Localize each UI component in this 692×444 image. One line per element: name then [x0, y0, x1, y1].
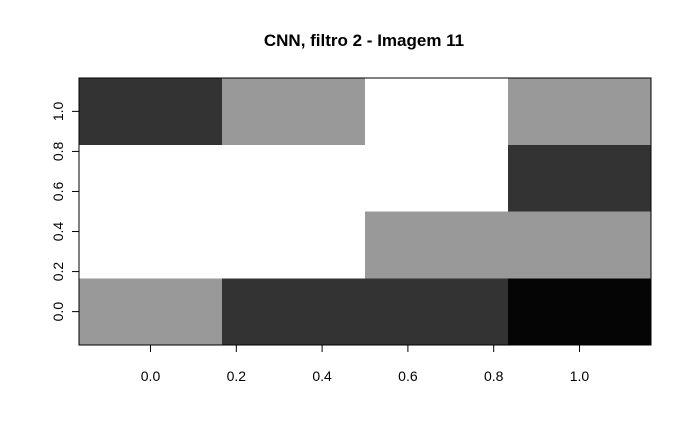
heatmap-cells: [79, 78, 651, 345]
x-tick-label: 0.8: [484, 368, 504, 384]
x-tick-label: 1.0: [570, 368, 590, 384]
y-tick-label: 0.4: [50, 222, 66, 242]
chart-title: CNN, filtro 2 - Imagem 11: [264, 31, 464, 50]
heatmap-cell-r1-c0: [79, 211, 222, 279]
x-tick-label: 0.4: [312, 368, 332, 384]
heatmap-cell-r0-c0: [79, 278, 222, 345]
heatmap-cell-r0-c2: [365, 278, 508, 345]
heatmap-cell-r3-c2: [365, 78, 508, 145]
heatmap-cell-r2-c0: [79, 144, 222, 212]
heatmap-cell-r2-c2: [365, 144, 508, 212]
plot-frame: [78, 77, 652, 346]
heatmap-cell-r1-c3: [508, 211, 651, 279]
y-axis: 0.0 0.2 0.4 0.6 0.8 1.0: [50, 101, 79, 321]
heatmap-cell-r1-c1: [222, 211, 365, 279]
y-tick-label: 1.0: [50, 101, 66, 121]
heatmap-cell-r0-c1: [222, 278, 365, 345]
x-axis: 0.0 0.2 0.4 0.6 0.8 1.0: [141, 345, 590, 384]
y-tick-label: 0.6: [50, 182, 66, 202]
x-tick-label: 0.6: [398, 368, 418, 384]
x-tick-label: 0.2: [227, 368, 247, 384]
heatmap-cell-r3-c3: [508, 78, 651, 145]
y-tick-label: 0.2: [50, 262, 66, 282]
y-tick-label: 0.0: [50, 302, 66, 322]
x-tick-label: 0.0: [141, 368, 161, 384]
y-tick-label: 0.8: [50, 141, 66, 161]
heatmap-cell-r3-c1: [222, 78, 365, 145]
heatmap-cell-r3-c0: [79, 78, 222, 145]
heatmap-cell-r2-c1: [222, 144, 365, 212]
heatmap-cell-r1-c2: [365, 211, 508, 279]
heatmap-cell-r0-c3: [508, 278, 651, 345]
heatmap-cell-r2-c3: [508, 144, 651, 212]
